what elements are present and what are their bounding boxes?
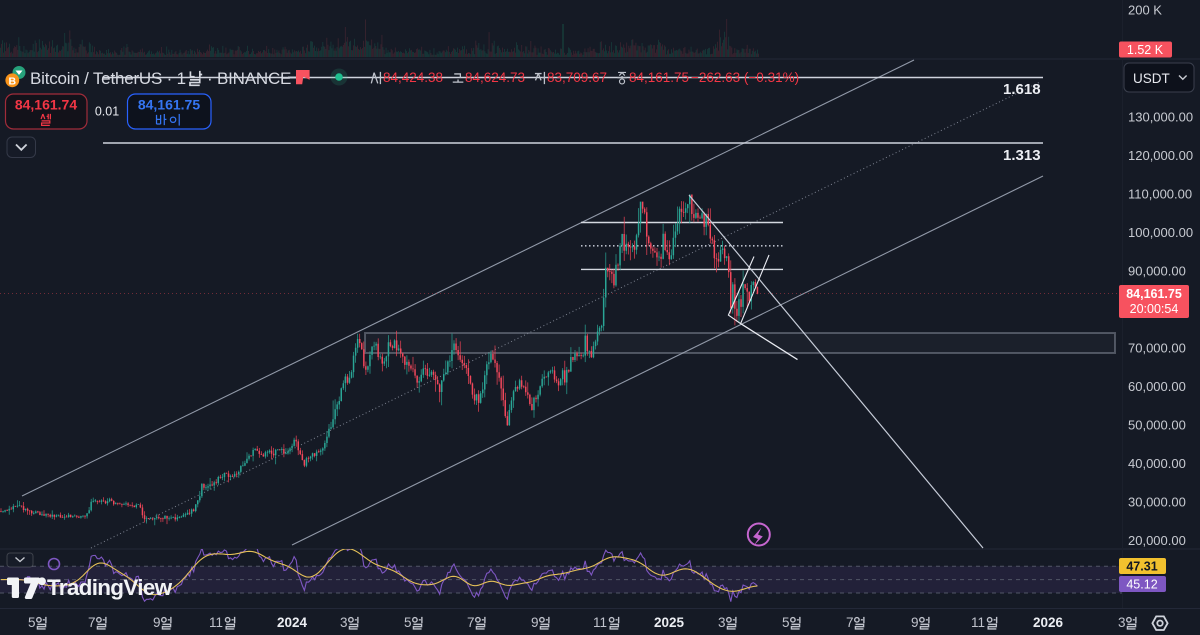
svg-text:84,161.75: 84,161.75 [1126,287,1182,301]
svg-text:20,000.00: 20,000.00 [1128,533,1186,548]
svg-text:1.618: 1.618 [1003,81,1041,98]
svg-text:120,000.00: 120,000.00 [1128,148,1193,163]
svg-text:100,000.00: 100,000.00 [1128,225,1193,240]
svg-text:7: 7 [88,615,96,630]
svg-text:40,000.00: 40,000.00 [1128,456,1186,471]
svg-text:USDT: USDT [1133,71,1170,86]
svg-text:0.01: 0.01 [95,105,119,119]
svg-text:9: 9 [153,615,161,630]
svg-text:· BINANCE: · BINANCE [207,69,291,88]
svg-text:84,161.75: 84,161.75 [138,97,200,113]
svg-text:50,000.00: 50,000.00 [1128,418,1186,433]
svg-text:5: 5 [782,615,790,630]
svg-text:70,000.00: 70,000.00 [1128,341,1186,356]
svg-text:B: B [9,75,17,87]
svg-text:2025: 2025 [654,615,685,630]
svg-text:84,624.73: 84,624.73 [465,70,525,85]
svg-text:TradingView: TradingView [47,575,173,600]
svg-text:7: 7 [467,615,475,630]
svg-text:7: 7 [846,615,854,630]
svg-text:11: 11 [209,615,223,630]
svg-text:90,000.00: 90,000.00 [1128,264,1186,279]
svg-text:20:00:54: 20:00:54 [1130,302,1179,316]
svg-text:200 K: 200 K [1128,3,1162,18]
svg-text:9: 9 [911,615,919,630]
svg-text:3: 3 [340,615,348,630]
svg-text:5: 5 [28,615,36,630]
svg-text:1.313: 1.313 [1003,147,1041,164]
svg-text:3: 3 [718,615,726,630]
svg-text:60,000.00: 60,000.00 [1128,379,1186,394]
svg-text:83,709.67: 83,709.67 [547,70,607,85]
svg-text:47.31: 47.31 [1126,560,1157,574]
svg-text:84,161.75: 84,161.75 [629,70,689,85]
svg-text:84,424.38: 84,424.38 [383,70,443,85]
svg-text:45.12: 45.12 [1126,578,1157,592]
svg-text:5: 5 [404,615,412,630]
svg-text:30,000.00: 30,000.00 [1128,495,1186,510]
svg-text:1.52 K: 1.52 K [1127,43,1164,57]
svg-text:3: 3 [1118,615,1126,630]
svg-text:11: 11 [971,615,985,630]
svg-text:11: 11 [593,615,607,630]
svg-text:84,161.74: 84,161.74 [15,97,77,113]
svg-text:2026: 2026 [1033,615,1064,630]
svg-text:Bitcoin / TetherUS · 1: Bitcoin / TetherUS · 1 [30,69,186,88]
svg-text:110,000.00: 110,000.00 [1128,187,1192,202]
svg-text:130,000.00: 130,000.00 [1128,110,1193,125]
svg-text:−262.63 (−0.31%): −262.63 (−0.31%) [691,70,799,85]
svg-text:9: 9 [531,615,539,630]
svg-text:2024: 2024 [277,615,308,630]
